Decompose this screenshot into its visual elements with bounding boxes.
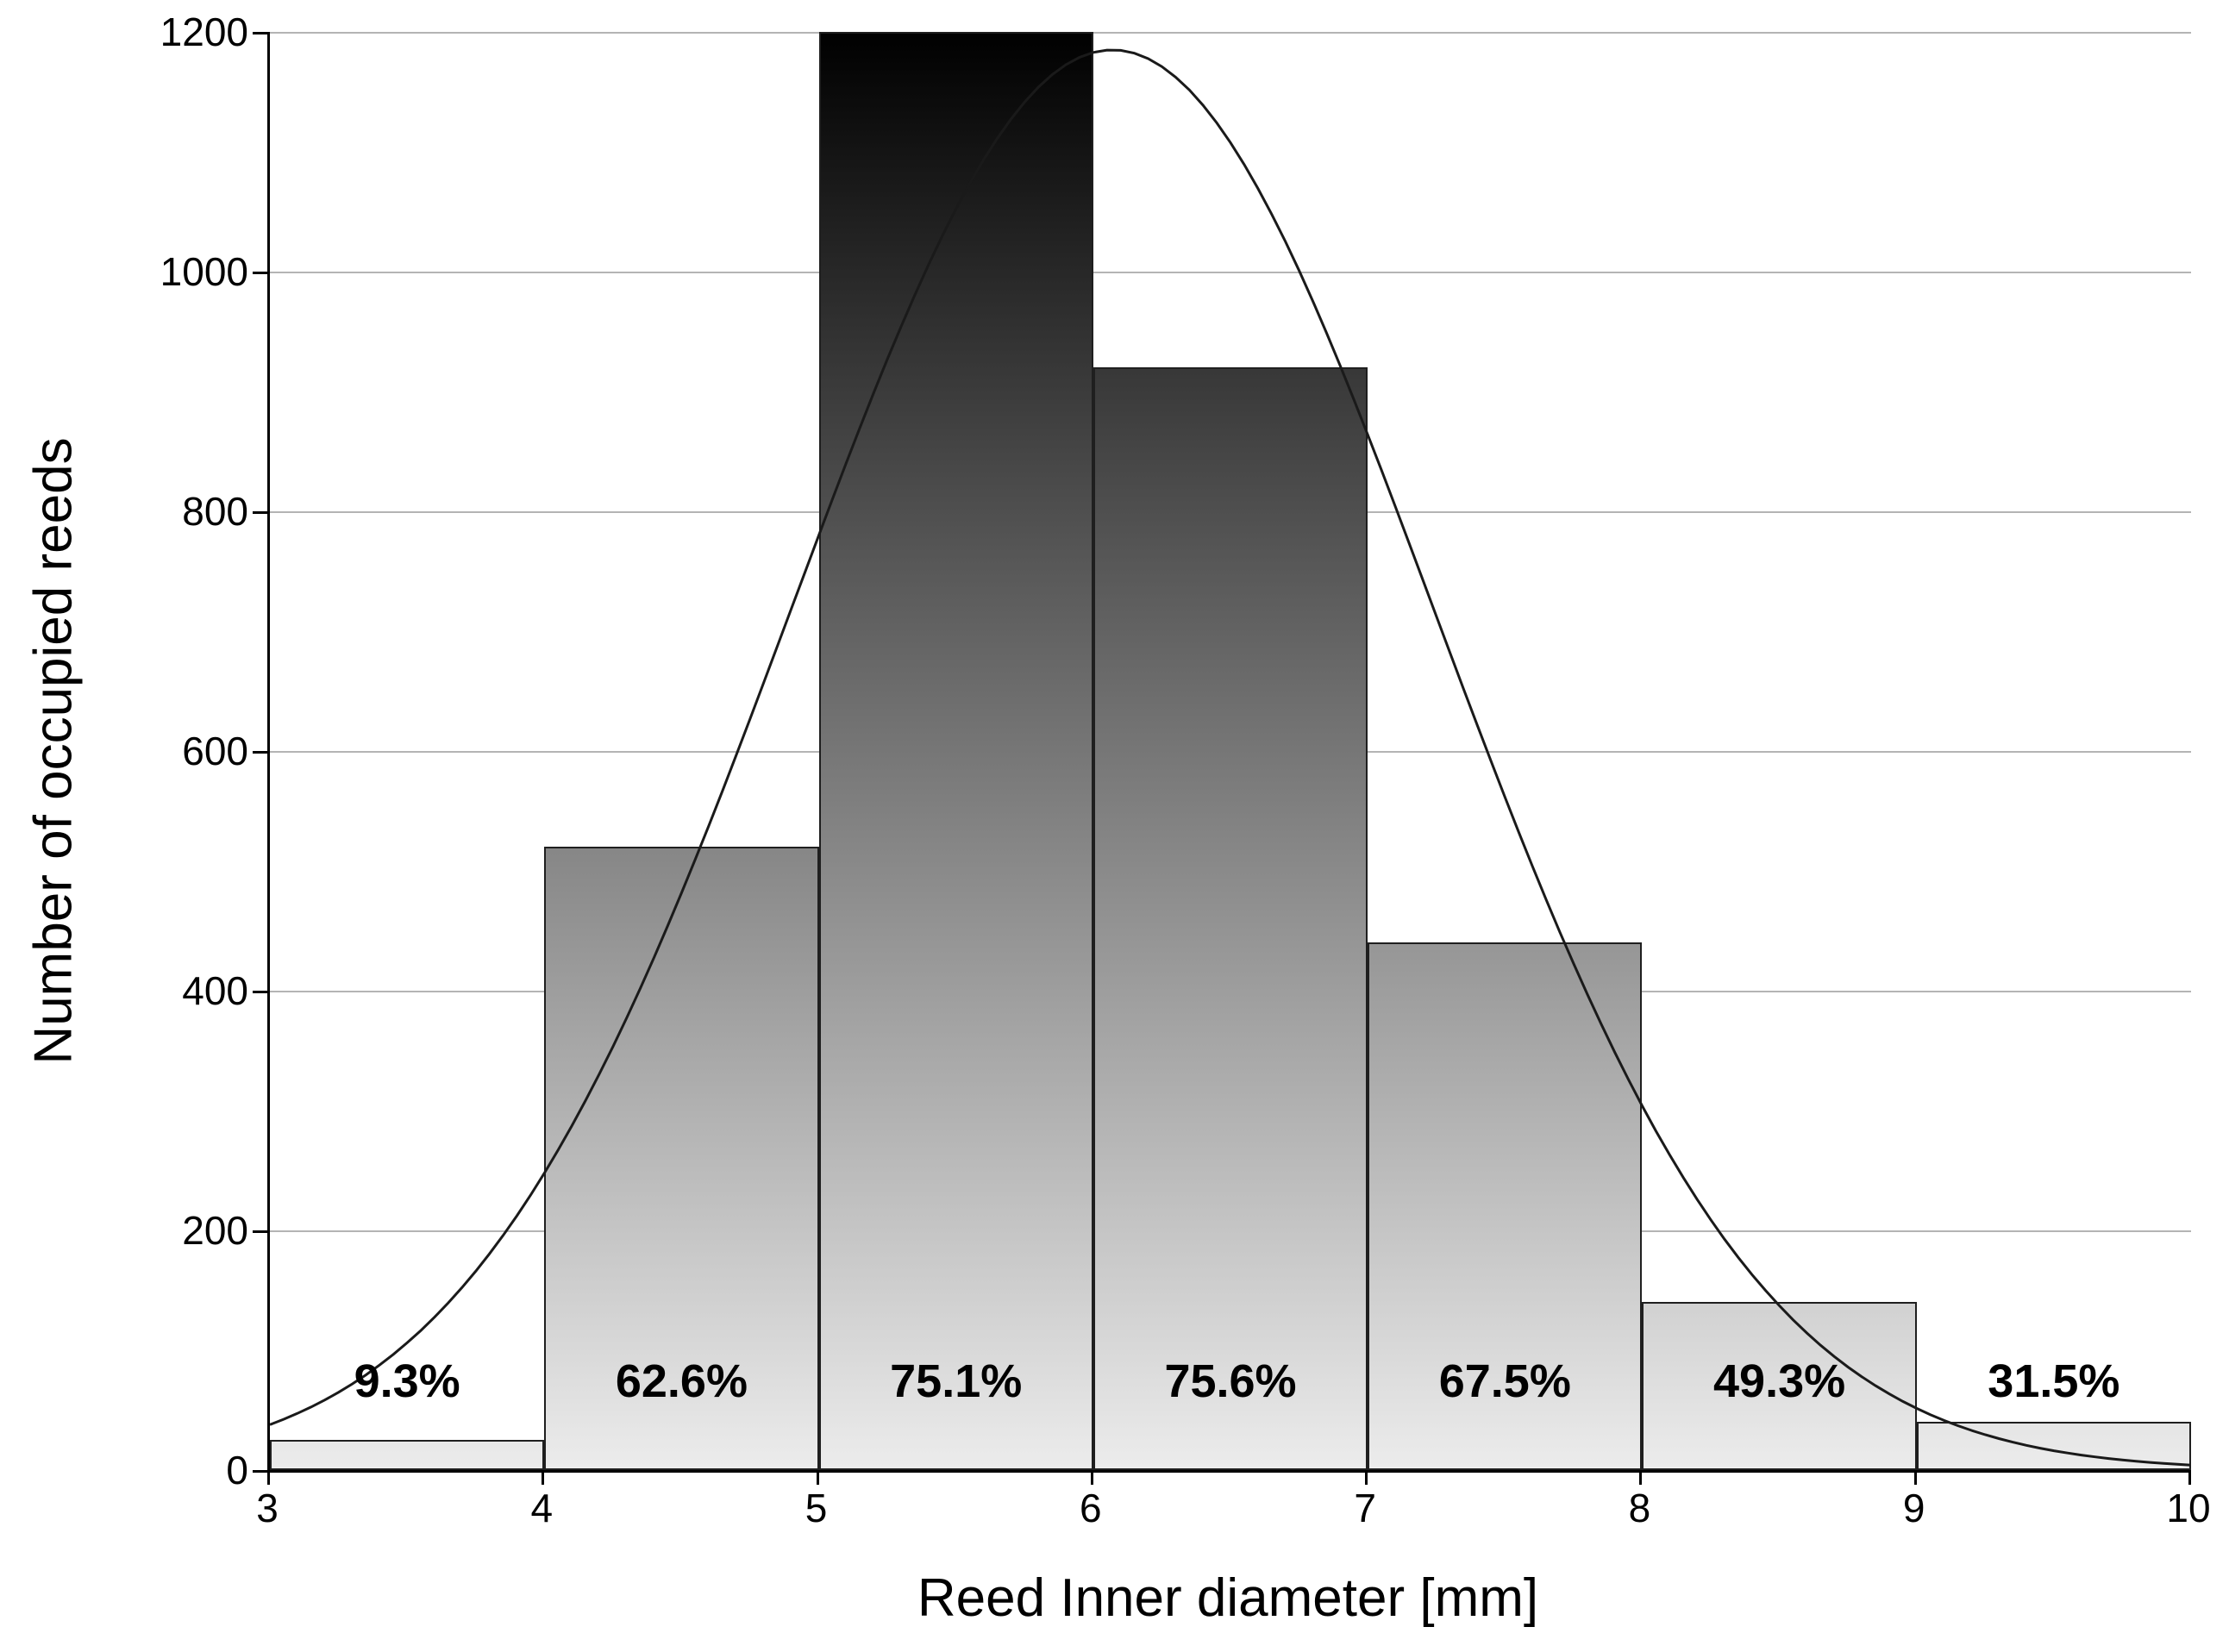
y-axis-tick-mark (253, 32, 267, 34)
bar-percent-label: 75.1% (890, 1355, 1023, 1407)
x-axis-tick-mark (1090, 1470, 1093, 1485)
y-tick-label: 600 (182, 729, 248, 773)
x-tick-label: 8 (1628, 1486, 1651, 1530)
y-tick-label: 200 (182, 1208, 248, 1253)
x-tick-label: 6 (1080, 1486, 1102, 1530)
y-axis-tick-mark (253, 991, 267, 993)
x-axis-tick-mark (542, 1470, 545, 1485)
y-axis-tick-mark (253, 1470, 267, 1473)
x-tick-label: 5 (805, 1486, 828, 1530)
y-axis-title: Number of occupied reeds (23, 437, 84, 1065)
y-axis-tick-mark (253, 1230, 267, 1233)
x-axis-tick-mark (816, 1470, 819, 1485)
x-axis-tick-mark (1913, 1470, 1917, 1485)
y-axis-tick-mark (253, 511, 267, 514)
histogram-bar (270, 1440, 545, 1470)
x-tick-label: 9 (1902, 1486, 1925, 1530)
bar-percent-label: 49.3% (1713, 1355, 1846, 1407)
x-tick-label: 4 (530, 1486, 554, 1530)
bar-percent-label: 67.5% (1438, 1355, 1571, 1407)
x-axis-tick-mark (2188, 1470, 2191, 1485)
y-axis-tick-mark (253, 272, 267, 274)
x-tick-label: 7 (1354, 1486, 1376, 1530)
histogram-bar (1093, 367, 1368, 1470)
x-tick-label: 3 (256, 1486, 279, 1530)
x-axis-tick-mark (1365, 1470, 1368, 1485)
bar-percent-label: 9.3% (354, 1355, 460, 1407)
grid-line (270, 32, 2191, 34)
y-tick-label: 1000 (160, 249, 248, 294)
y-tick-label: 800 (182, 489, 248, 534)
x-axis-tick-mark (267, 1470, 270, 1485)
histogram-bar (818, 32, 1093, 1470)
bar-percent-label: 62.6% (615, 1355, 748, 1407)
grid-line (270, 272, 2191, 273)
y-axis-tick-mark (253, 751, 267, 754)
x-tick-label: 10 (2166, 1486, 2211, 1530)
y-tick-label: 1200 (160, 9, 248, 54)
y-tick-label: 0 (226, 1448, 248, 1492)
plot-area: 9.3% 62.6% 75.1% 75.6% 67.5% 49.3% 31.5% (267, 32, 2191, 1473)
x-axis-title: Reed Inner diameter [mm] (917, 1568, 1539, 1628)
bar-percent-label: 31.5% (1988, 1355, 2120, 1407)
y-tick-label: 400 (182, 968, 248, 1013)
histogram-bar (1916, 1422, 2191, 1470)
bar-percent-label: 75.6% (1164, 1355, 1297, 1407)
x-axis-tick-mark (1639, 1470, 1643, 1485)
